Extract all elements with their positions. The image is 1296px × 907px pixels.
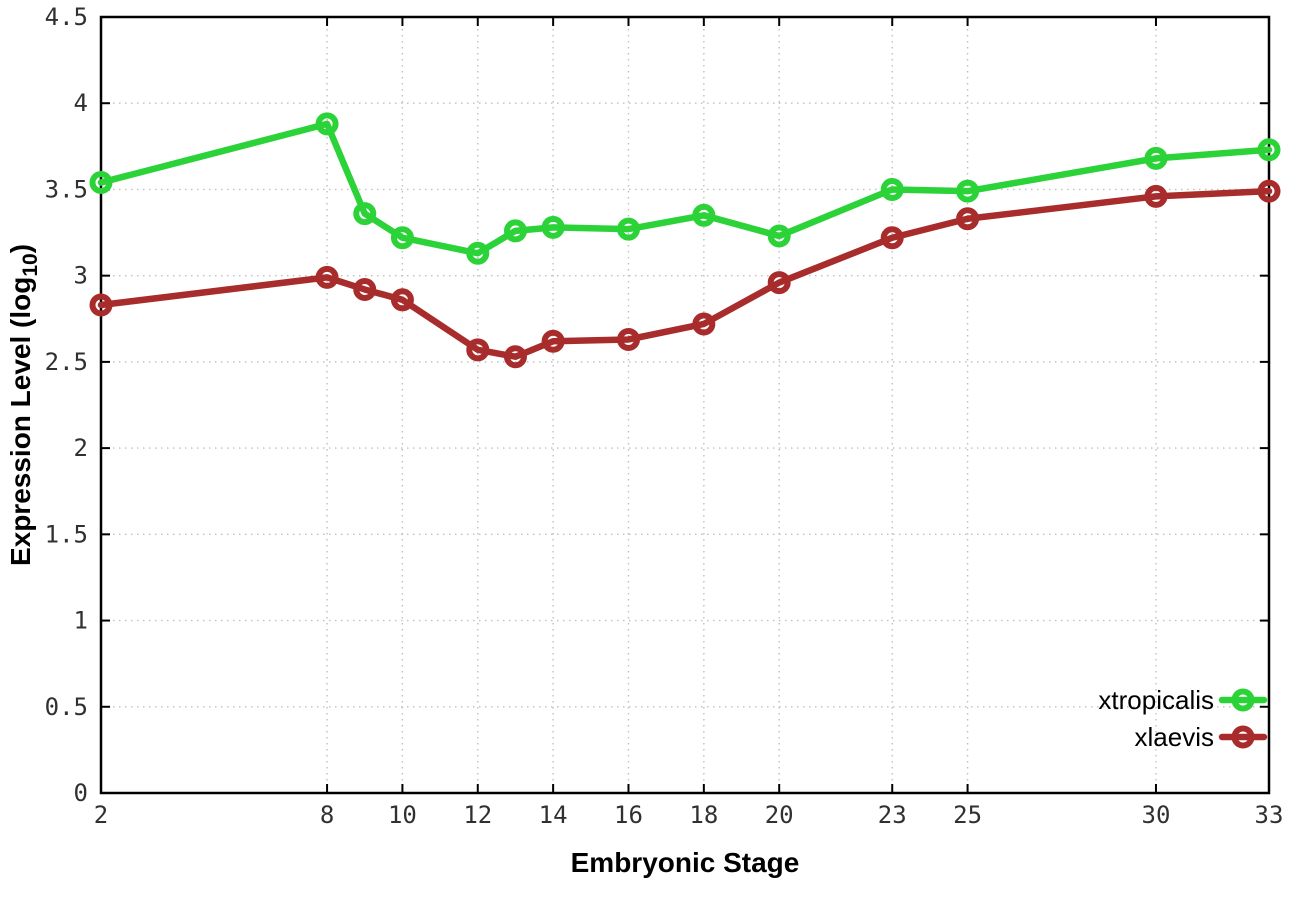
data-point-xtropicalis bbox=[1257, 138, 1281, 162]
legend-marker-xlaevis bbox=[1231, 725, 1255, 749]
x-tick-label: 20 bbox=[765, 801, 794, 829]
x-tick-label: 30 bbox=[1142, 801, 1171, 829]
x-tick-label: 14 bbox=[539, 801, 568, 829]
data-point-xlaevis bbox=[390, 288, 414, 312]
data-point-xlaevis bbox=[466, 338, 490, 362]
x-tick-label: 2 bbox=[94, 801, 108, 829]
y-tick-label: 1 bbox=[74, 607, 88, 635]
y-tick-label: 3.5 bbox=[45, 175, 88, 203]
x-tick-label: 23 bbox=[878, 801, 907, 829]
y-tick-label: 4.5 bbox=[45, 3, 88, 31]
x-axis-title: Embryonic Stage bbox=[571, 847, 800, 878]
data-point-xlaevis bbox=[1144, 184, 1168, 208]
data-point-xtropicalis bbox=[616, 217, 640, 241]
data-point-xtropicalis bbox=[503, 219, 527, 243]
x-tick-label: 33 bbox=[1255, 801, 1284, 829]
series-layer bbox=[89, 112, 1281, 369]
x-tick-label: 10 bbox=[388, 801, 417, 829]
plot-border-layer bbox=[99, 15, 1271, 795]
data-point-xtropicalis bbox=[315, 112, 339, 136]
legend-label-xlaevis: xlaevis bbox=[1135, 722, 1214, 752]
data-point-xlaevis bbox=[616, 327, 640, 351]
grid-layer bbox=[100, 16, 1270, 793]
data-point-xlaevis bbox=[541, 329, 565, 353]
data-point-xlaevis bbox=[353, 277, 377, 301]
data-point-xlaevis bbox=[503, 345, 527, 369]
legend-label-xtropicalis: xtropicalis bbox=[1098, 685, 1214, 715]
data-point-xtropicalis bbox=[1144, 146, 1168, 170]
x-tick-label: 12 bbox=[463, 801, 492, 829]
y-tick-label: 2.5 bbox=[45, 348, 88, 376]
data-point-xtropicalis bbox=[89, 171, 113, 195]
data-point-xlaevis bbox=[1257, 179, 1281, 203]
data-point-xtropicalis bbox=[956, 179, 980, 203]
plot-border bbox=[99, 15, 1271, 795]
x-tick-label: 16 bbox=[614, 801, 643, 829]
data-point-xtropicalis bbox=[880, 177, 904, 201]
data-point-xtropicalis bbox=[692, 203, 716, 227]
data-point-xtropicalis bbox=[466, 241, 490, 265]
x-tick-label: 8 bbox=[320, 801, 334, 829]
y-tick-label: 4 bbox=[74, 89, 88, 117]
series-line-xtropicalis bbox=[97, 120, 1273, 257]
data-point-xtropicalis bbox=[390, 226, 414, 250]
data-point-xlaevis bbox=[692, 312, 716, 336]
y-axis-title: Expression Level (log10) bbox=[5, 244, 42, 566]
y-tick-label: 3 bbox=[74, 262, 88, 290]
data-point-xtropicalis bbox=[767, 224, 791, 248]
y-tick-label: 0.5 bbox=[45, 693, 88, 721]
data-point-xlaevis bbox=[956, 207, 980, 231]
y-tick-label: 1.5 bbox=[45, 520, 88, 548]
data-point-xtropicalis bbox=[353, 202, 377, 226]
tick-label-layer: 2 8 10 12 14 16 18 20 23 25 30 33 0 0.5 1 1.5 2 2.5 3 3.5 4 4… bbox=[45, 3, 1284, 829]
tick-layer bbox=[100, 16, 1270, 794]
data-point-xlaevis bbox=[315, 265, 339, 289]
legend: xtropicalis xlaevis bbox=[1098, 685, 1268, 752]
data-point-xtropicalis bbox=[541, 215, 565, 239]
data-point-xlaevis bbox=[767, 271, 791, 295]
legend-marker-xtropicalis bbox=[1231, 688, 1255, 712]
x-tick-label: 25 bbox=[953, 801, 982, 829]
data-point-xlaevis bbox=[89, 293, 113, 317]
y-tick-label: 2 bbox=[74, 434, 88, 462]
y-tick-label: 0 bbox=[74, 779, 88, 807]
data-point-xlaevis bbox=[880, 226, 904, 250]
x-tick-label: 18 bbox=[689, 801, 718, 829]
